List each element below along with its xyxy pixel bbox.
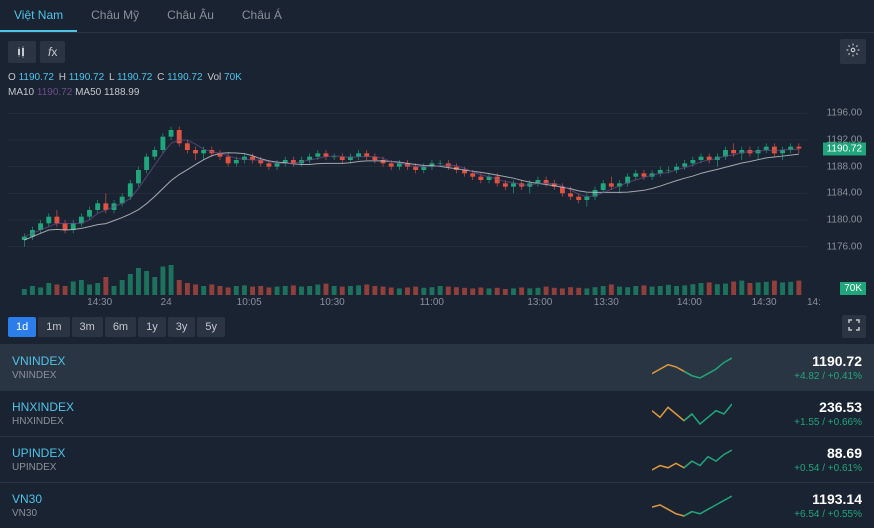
x-tick: 14:30 xyxy=(752,297,777,308)
fullscreen-button[interactable] xyxy=(842,315,866,338)
index-symbol: HNXINDEX xyxy=(12,400,632,414)
sparkline xyxy=(652,494,732,518)
timeframe-3m[interactable]: 3m xyxy=(72,317,103,337)
ohlc-info: O 1190.72 H 1190.72 L 1190.72 C 1190.72 … xyxy=(0,70,874,85)
y-tick: 1180.00 xyxy=(827,215,862,226)
index-change: +1.55 / +0.66% xyxy=(752,417,862,428)
y-tick: 1196.00 xyxy=(827,108,862,119)
index-row-vnindex[interactable]: VNINDEX VNINDEX 1190.72 +4.82 / +0.41% xyxy=(0,344,874,390)
y-tick: 1184.00 xyxy=(827,188,862,199)
chart-toolbar: fx xyxy=(0,33,874,70)
market-tab-0[interactable]: Việt Nam xyxy=(0,0,77,32)
sparkline xyxy=(652,402,732,426)
index-price: 1190.72 xyxy=(752,353,862,369)
index-symbol: VN30 xyxy=(12,492,632,506)
index-name: UPINDEX xyxy=(12,462,632,473)
volume-tag: 70K xyxy=(840,282,866,295)
x-tick: 24 xyxy=(161,297,172,308)
x-tick: 14:00 xyxy=(677,297,702,308)
index-list: VNINDEX VNINDEX 1190.72 +4.82 / +0.41% HNXIN… xyxy=(0,344,874,528)
index-name: VN30 xyxy=(12,508,632,519)
index-change: +0.54 / +0.61% xyxy=(752,463,862,474)
index-row-upindex[interactable]: UPINDEX UPINDEX 88.69 +0.54 / +0.61% xyxy=(0,436,874,482)
timeframe-1y[interactable]: 1y xyxy=(138,317,166,337)
timeframe-3y[interactable]: 3y xyxy=(168,317,196,337)
x-tick: 14: xyxy=(807,297,821,308)
timeframe-5y[interactable]: 5y xyxy=(197,317,225,337)
market-tab-2[interactable]: Châu Âu xyxy=(153,0,228,32)
timeframe-bar: 1d1m3m6m1y3y5y xyxy=(0,309,874,344)
x-tick: 10:05 xyxy=(237,297,262,308)
index-symbol: VNINDEX xyxy=(12,354,632,368)
current-price-tag: 1190.72 xyxy=(823,142,866,155)
index-price: 88.69 xyxy=(752,445,862,461)
index-price: 236.53 xyxy=(752,399,862,415)
x-tick: 13:30 xyxy=(594,297,619,308)
market-tabs: Việt NamChâu MỹChâu ÂuChâu Á xyxy=(0,0,874,33)
market-tab-3[interactable]: Châu Á xyxy=(228,0,296,32)
timeframe-1m[interactable]: 1m xyxy=(38,317,69,337)
y-tick: 1188.00 xyxy=(827,161,862,172)
index-price: 1193.14 xyxy=(752,491,862,507)
index-name: HNXINDEX xyxy=(12,416,632,427)
x-axis: 14:30 24 10:05 10:30 11:00 13:00 13:30 14:00 14:… xyxy=(0,295,874,309)
market-tab-1[interactable]: Châu Mỹ xyxy=(77,0,153,32)
index-symbol: UPINDEX xyxy=(12,446,632,460)
price-chart[interactable]: 1176.001180.001184.001188.001192.001196.… xyxy=(8,100,866,295)
index-row-hnxindex[interactable]: HNXINDEX HNXINDEX 236.53 +1.55 / +0.66% xyxy=(0,390,874,436)
x-tick: 10:30 xyxy=(320,297,345,308)
index-change: +4.82 / +0.41% xyxy=(752,371,862,382)
ma-info: MA10 1190.72 MA50 1188.99 xyxy=(0,85,874,100)
index-change: +6.54 / +0.55% xyxy=(752,509,862,520)
sparkline xyxy=(652,448,732,472)
settings-button[interactable] xyxy=(840,39,866,64)
candlestick-button[interactable] xyxy=(8,41,36,63)
index-row-vn30[interactable]: VN30 VN30 1193.14 +6.54 / +0.55% xyxy=(0,482,874,528)
index-name: VNINDEX xyxy=(12,370,632,381)
x-tick: 11:00 xyxy=(420,297,444,308)
timeframe-6m[interactable]: 6m xyxy=(105,317,136,337)
sparkline xyxy=(652,356,732,380)
x-tick: 13:00 xyxy=(527,297,552,308)
timeframe-1d[interactable]: 1d xyxy=(8,317,36,337)
x-tick: 14:30 xyxy=(87,297,112,308)
y-tick: 1176.00 xyxy=(827,241,862,252)
indicator-button[interactable]: fx xyxy=(40,41,65,63)
